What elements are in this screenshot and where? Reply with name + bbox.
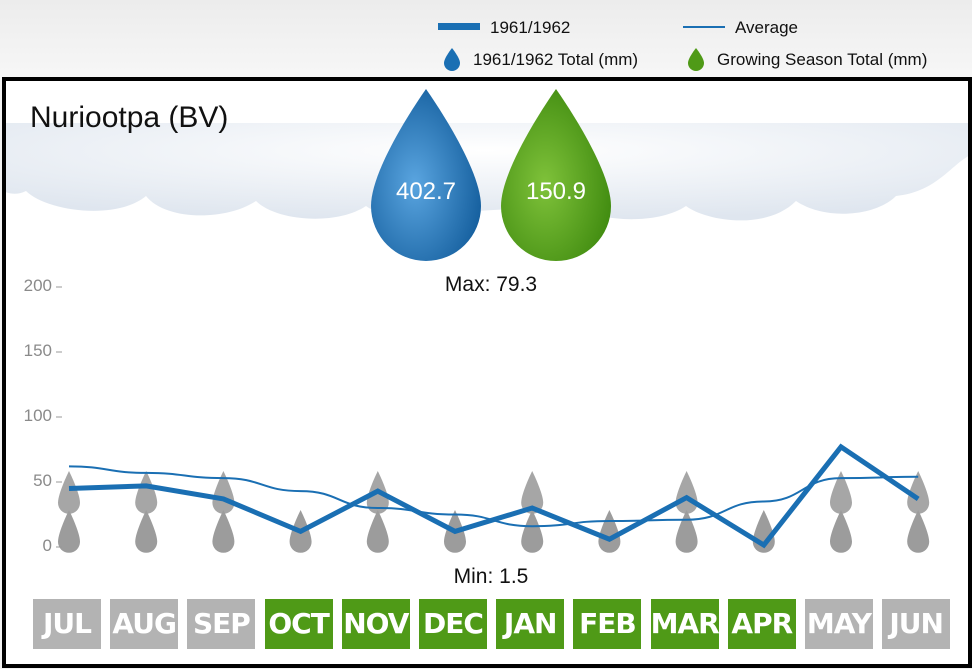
chart-panel: Nuriootpa (BV) 402.7 150.9 Max: 79.3 Min… (2, 77, 972, 668)
month-drops (58, 471, 930, 553)
legend-average-swatch (683, 26, 725, 28)
month-label-jul: JUL (33, 599, 101, 649)
month-label-oct: OCT (264, 599, 333, 649)
drop-icon-blue (444, 48, 460, 71)
month-drop-icon (212, 510, 235, 553)
month-label-jun: JUN (882, 599, 951, 649)
legend-symbols (438, 23, 725, 71)
month-drop-icon (598, 510, 621, 553)
drop-icon-green (688, 48, 704, 71)
series-line (68, 443, 920, 549)
month-drop-icon (675, 510, 698, 553)
month-drop-icon (521, 471, 544, 514)
y-tick-label: 100 (23, 406, 52, 425)
month-drop-icon (58, 510, 80, 553)
growing-total-value: 150.9 (525, 178, 587, 205)
y-tick-label: 200 (23, 276, 52, 295)
total-drop-green (501, 89, 611, 261)
month-label-may: MAY (805, 599, 873, 649)
header-band (0, 0, 972, 80)
month-label-jan: JAN (496, 599, 565, 649)
legend-growing-label: Growing Season Total (mm) (717, 50, 928, 69)
min-label: Min: 1.5 (453, 565, 529, 588)
month-label-nov: NOV (341, 599, 410, 649)
month-label-sep: SEP (187, 599, 256, 649)
y-tick-label: 150 (23, 341, 52, 360)
month-drop-icon (907, 510, 930, 553)
month-drop-icon (521, 510, 544, 553)
y-tick-label: 0 (42, 536, 52, 555)
month-drop-icon (58, 471, 80, 514)
y-axis-ticks (56, 286, 62, 548)
chart-legend: 1961/1962 Average 1961/1962 Total (mm) G… (0, 0, 972, 80)
month-drop-icon (366, 510, 389, 553)
chart-canvas (6, 81, 968, 649)
month-drop-icon (135, 510, 158, 553)
max-label: Max: 79.3 (444, 273, 538, 296)
month-drop-icon (675, 471, 698, 514)
legend-series-swatch (438, 23, 480, 30)
month-label-dec: DEC (419, 599, 487, 649)
legend-average-label: Average (735, 18, 799, 37)
month-drop-icon (907, 471, 930, 514)
month-drop-icon (135, 471, 158, 514)
legend-series-label: 1961/1962 (490, 18, 571, 37)
month-drop-icon (830, 471, 852, 514)
month-drop-icon (830, 510, 852, 553)
month-label-mar: MAR (650, 599, 720, 649)
cloud (6, 81, 968, 221)
month-label-aug: AUG (110, 599, 179, 649)
total-drop-blue (371, 89, 481, 261)
station-title: Nuriootpa (BV) (30, 101, 229, 134)
month-label-feb: FEB (573, 599, 642, 649)
month-label-apr: APR (727, 599, 796, 649)
year-total-value: 402.7 (395, 178, 457, 205)
legend-total-label: 1961/1962 Total (mm) (473, 50, 639, 69)
y-tick-label: 50 (33, 471, 52, 490)
